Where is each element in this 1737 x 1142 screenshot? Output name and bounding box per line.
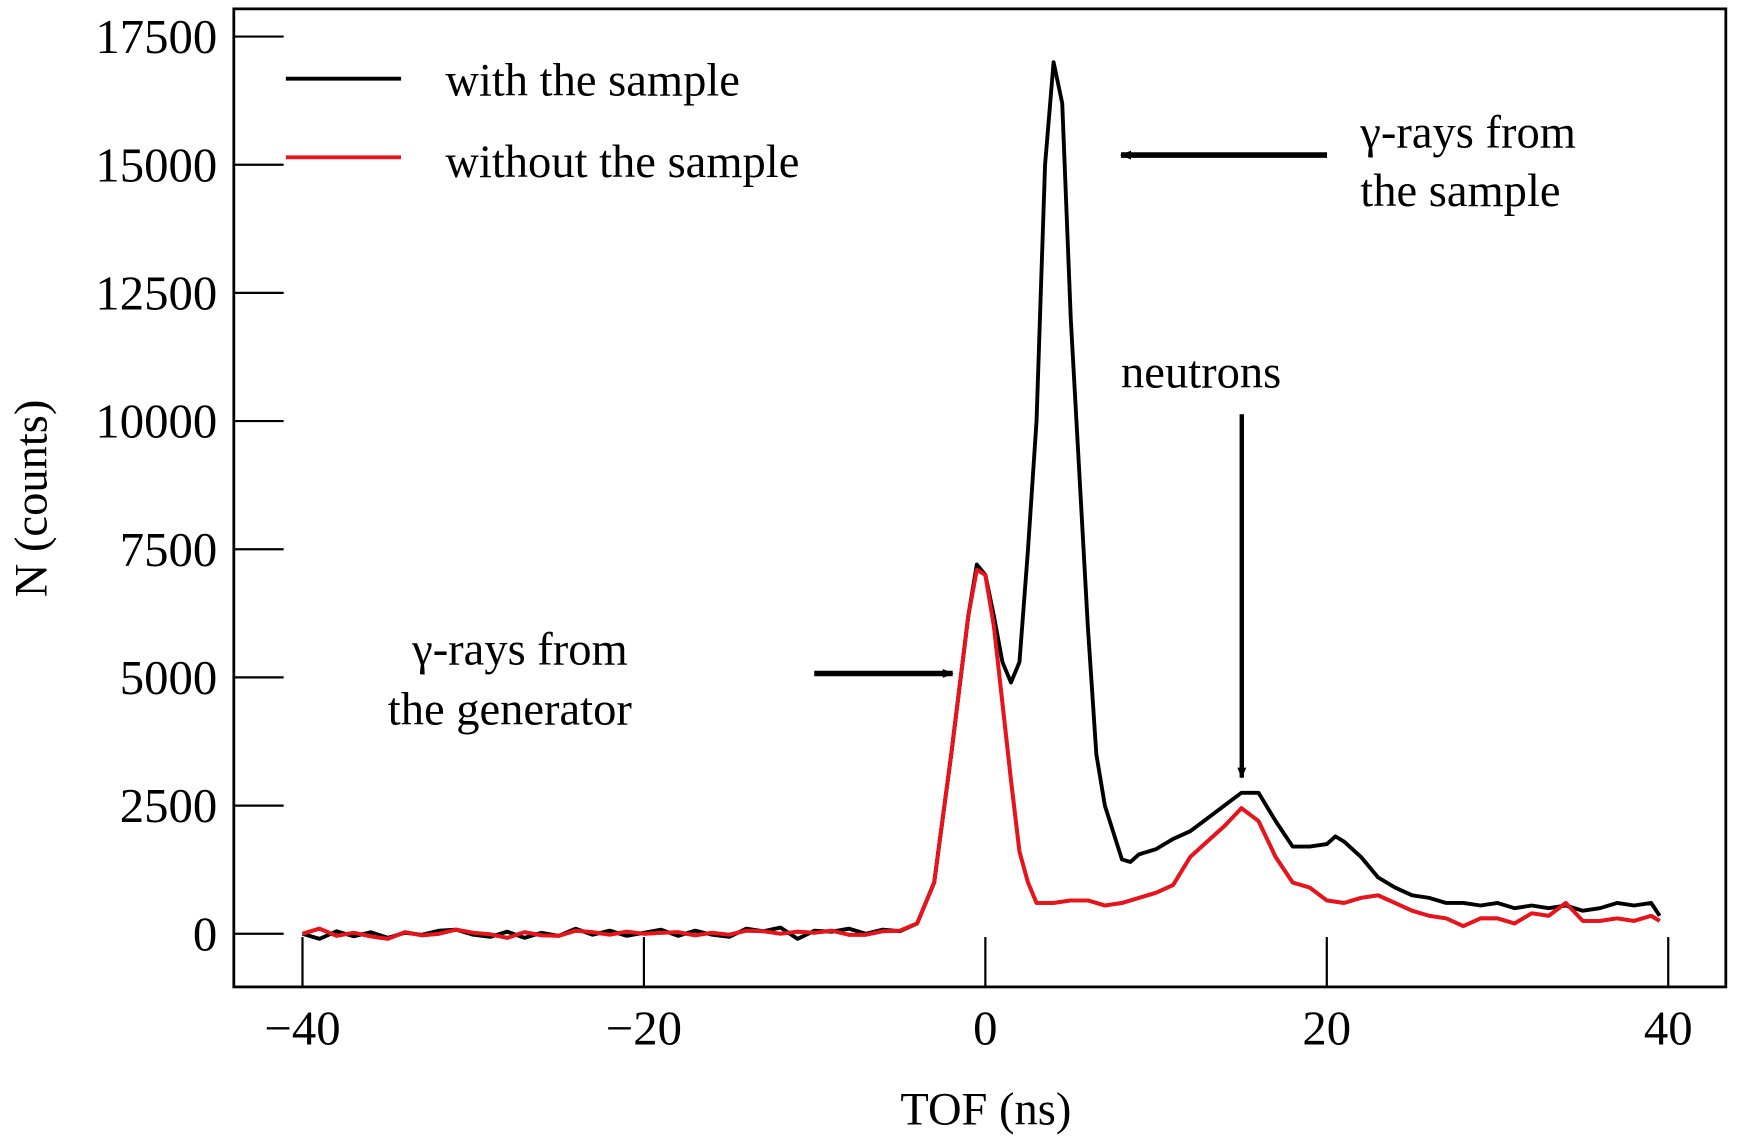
annotation-gamma-sample: γ-rays from the sample [1119, 107, 1576, 217]
x-tick-label: 20 [1302, 1002, 1351, 1056]
x-tick-label: 40 [1644, 1002, 1693, 1056]
legend-label-with-sample: with the sample [445, 55, 740, 106]
annotation-gamma-generator: γ-rays from the generator [388, 625, 954, 735]
annotation-text: the sample [1360, 166, 1560, 217]
y-tick-label: 15000 [95, 138, 217, 192]
x-tick-label: −20 [606, 1002, 682, 1056]
series-line-without-sample-overlay [301, 567, 1661, 941]
x-tick-label: −40 [264, 1002, 340, 1056]
annotation-text: γ-rays from [411, 625, 628, 676]
annotation-text: γ-rays from [1359, 107, 1576, 158]
y-tick-label: 7500 [120, 523, 217, 577]
x-axis-label: TOF (ns) [900, 1084, 1071, 1135]
y-tick-label: 10000 [95, 395, 217, 449]
y-axis-label: N (counts) [7, 400, 58, 598]
x-tick-label: 0 [973, 1002, 997, 1056]
legend: with the sample without the sample [285, 55, 799, 188]
y-tick-label: 2500 [120, 779, 217, 833]
annotation-text: neutrons [1121, 348, 1281, 399]
y-tick-label: 17500 [95, 10, 217, 64]
y-tick-label: 0 [193, 907, 217, 961]
plot-frame [232, 7, 1728, 989]
annotation-neutrons: neutrons [1121, 348, 1281, 779]
y-tick-label: 12500 [95, 267, 217, 321]
legend-label-without-sample: without the sample [445, 137, 799, 188]
y-tick-label: 5000 [120, 651, 217, 705]
annotation-text: the generator [388, 684, 633, 735]
